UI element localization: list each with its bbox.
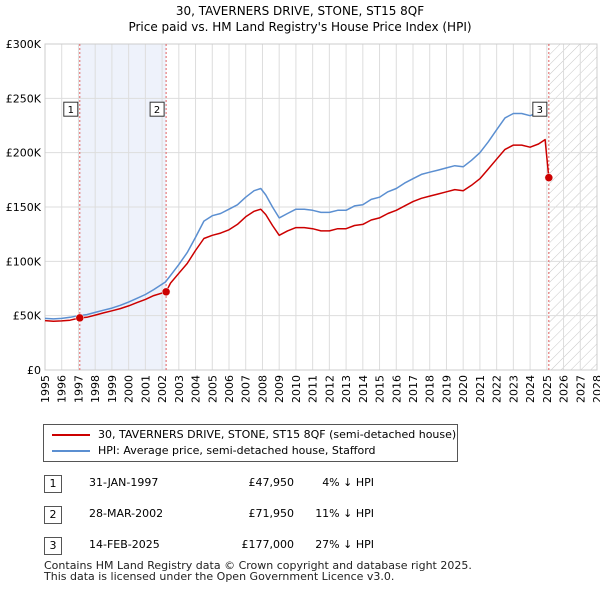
x-tick-label: 2023	[507, 375, 520, 403]
x-tick-label: 1997	[72, 375, 85, 403]
x-tick-label: 2010	[290, 375, 303, 403]
x-tick-label: 2005	[206, 375, 219, 403]
table-row: 3 14-FEB-2025 £177,000 27% ↓ HPI	[44, 536, 384, 556]
x-tick-label: 2004	[190, 375, 203, 403]
x-tick-label: 2014	[357, 375, 370, 403]
footer: Contains HM Land Registry data © Crown c…	[44, 560, 472, 582]
x-tick-label: 2008	[256, 375, 269, 403]
x-tick-label: 2009	[273, 375, 286, 403]
legend-label-price: 30, TAVERNERS DRIVE, STONE, ST15 8QF (se…	[98, 428, 457, 441]
y-tick-label: £0	[27, 364, 41, 377]
transaction-date: 31-JAN-1997	[89, 476, 159, 489]
transaction-badge: 3	[44, 537, 62, 555]
chart-subtitle: Price paid vs. HM Land Registry's House …	[128, 20, 472, 34]
sale-point	[75, 313, 85, 323]
sale-label-box	[63, 101, 79, 117]
x-tick-label: 2000	[123, 375, 136, 403]
sale-point	[544, 173, 554, 182]
x-tick-label: 1996	[56, 375, 69, 403]
x-tick-label: 2017	[407, 375, 420, 403]
y-tick-label: £250K	[6, 92, 42, 105]
y-tick-label: £200K	[6, 147, 42, 160]
plot-frame	[44, 43, 598, 371]
x-tick-label: 2011	[307, 375, 320, 403]
x-tick-label: 2012	[323, 375, 336, 403]
legend-swatch-price	[52, 434, 90, 436]
x-tick-label: 1995	[39, 375, 52, 403]
x-tick-label: 2019	[440, 375, 453, 403]
x-tick-label: 2001	[139, 375, 152, 403]
price-series-line	[44, 138, 550, 323]
x-tick-label: 1998	[89, 375, 102, 403]
transaction-hpi-diff: 11% ↓ HPI	[315, 507, 374, 520]
footer-copyright: Contains HM Land Registry data © Crown c…	[44, 559, 472, 572]
legend-label-hpi: HPI: Average price, semi-detached house,…	[98, 444, 376, 457]
chart-legend: 30, TAVERNERS DRIVE, STONE, ST15 8QF (se…	[43, 424, 458, 462]
x-tick-label: 2015	[374, 375, 387, 403]
transaction-price: £177,000	[241, 538, 295, 551]
x-tick-label: 2026	[558, 375, 571, 403]
x-tick-label: 2027	[574, 375, 587, 403]
x-tick-label: 2021	[474, 375, 487, 403]
x-tick-label: 2028	[591, 375, 600, 403]
y-tick-label: £150K	[6, 201, 42, 214]
legend-item-hpi: HPI: Average price, semi-detached house,…	[52, 443, 376, 459]
x-tick-label: 2022	[491, 375, 504, 403]
transaction-date: 14-FEB-2025	[89, 538, 160, 551]
x-tick-label: 2020	[457, 375, 470, 403]
sale-point	[161, 287, 171, 297]
transaction-badge: 1	[44, 475, 62, 493]
x-tick-label: 2006	[223, 375, 236, 403]
x-tick-label: 2002	[156, 375, 169, 403]
sale-label: 1	[68, 105, 74, 116]
table-row: 1 31-JAN-1997 £47,950 4% ↓ HPI	[44, 474, 384, 494]
x-tick-label: 2018	[424, 375, 437, 403]
sale-label-box	[149, 101, 165, 117]
legend-swatch-hpi	[52, 450, 90, 452]
y-tick-label: £100K	[6, 255, 42, 268]
transaction-price: £47,950	[248, 476, 295, 489]
y-tick-label: £50K	[13, 310, 42, 323]
x-tick-label: 2007	[240, 375, 253, 403]
transaction-badge: 2	[44, 506, 62, 524]
sale-label: 3	[537, 105, 543, 116]
x-tick-label: 2016	[390, 375, 403, 403]
x-tick-label: 2003	[173, 375, 186, 403]
legend-item-price: 30, TAVERNERS DRIVE, STONE, ST15 8QF (se…	[52, 427, 456, 443]
transaction-date: 28-MAR-2002	[89, 507, 164, 520]
sale-label-box	[532, 101, 548, 117]
hpi-series-line	[44, 108, 546, 320]
sale-label: 2	[154, 105, 160, 116]
transaction-hpi-diff: 4% ↓ HPI	[322, 476, 374, 489]
footer-licence: This data is licensed under the Open Gov…	[44, 570, 395, 583]
transaction-price: £71,950	[248, 507, 295, 520]
x-tick-label: 2013	[340, 375, 353, 403]
y-tick-label: £300K	[6, 38, 42, 51]
x-tick-label: 1999	[106, 375, 119, 403]
x-tick-label: 2025	[541, 375, 554, 403]
chart-title: 30, TAVERNERS DRIVE, STONE, ST15 8QF	[175, 4, 425, 18]
transaction-hpi-diff: 27% ↓ HPI	[315, 538, 374, 551]
x-tick-label: 2024	[524, 375, 537, 403]
table-row: 2 28-MAR-2002 £71,950 11% ↓ HPI	[44, 505, 384, 525]
